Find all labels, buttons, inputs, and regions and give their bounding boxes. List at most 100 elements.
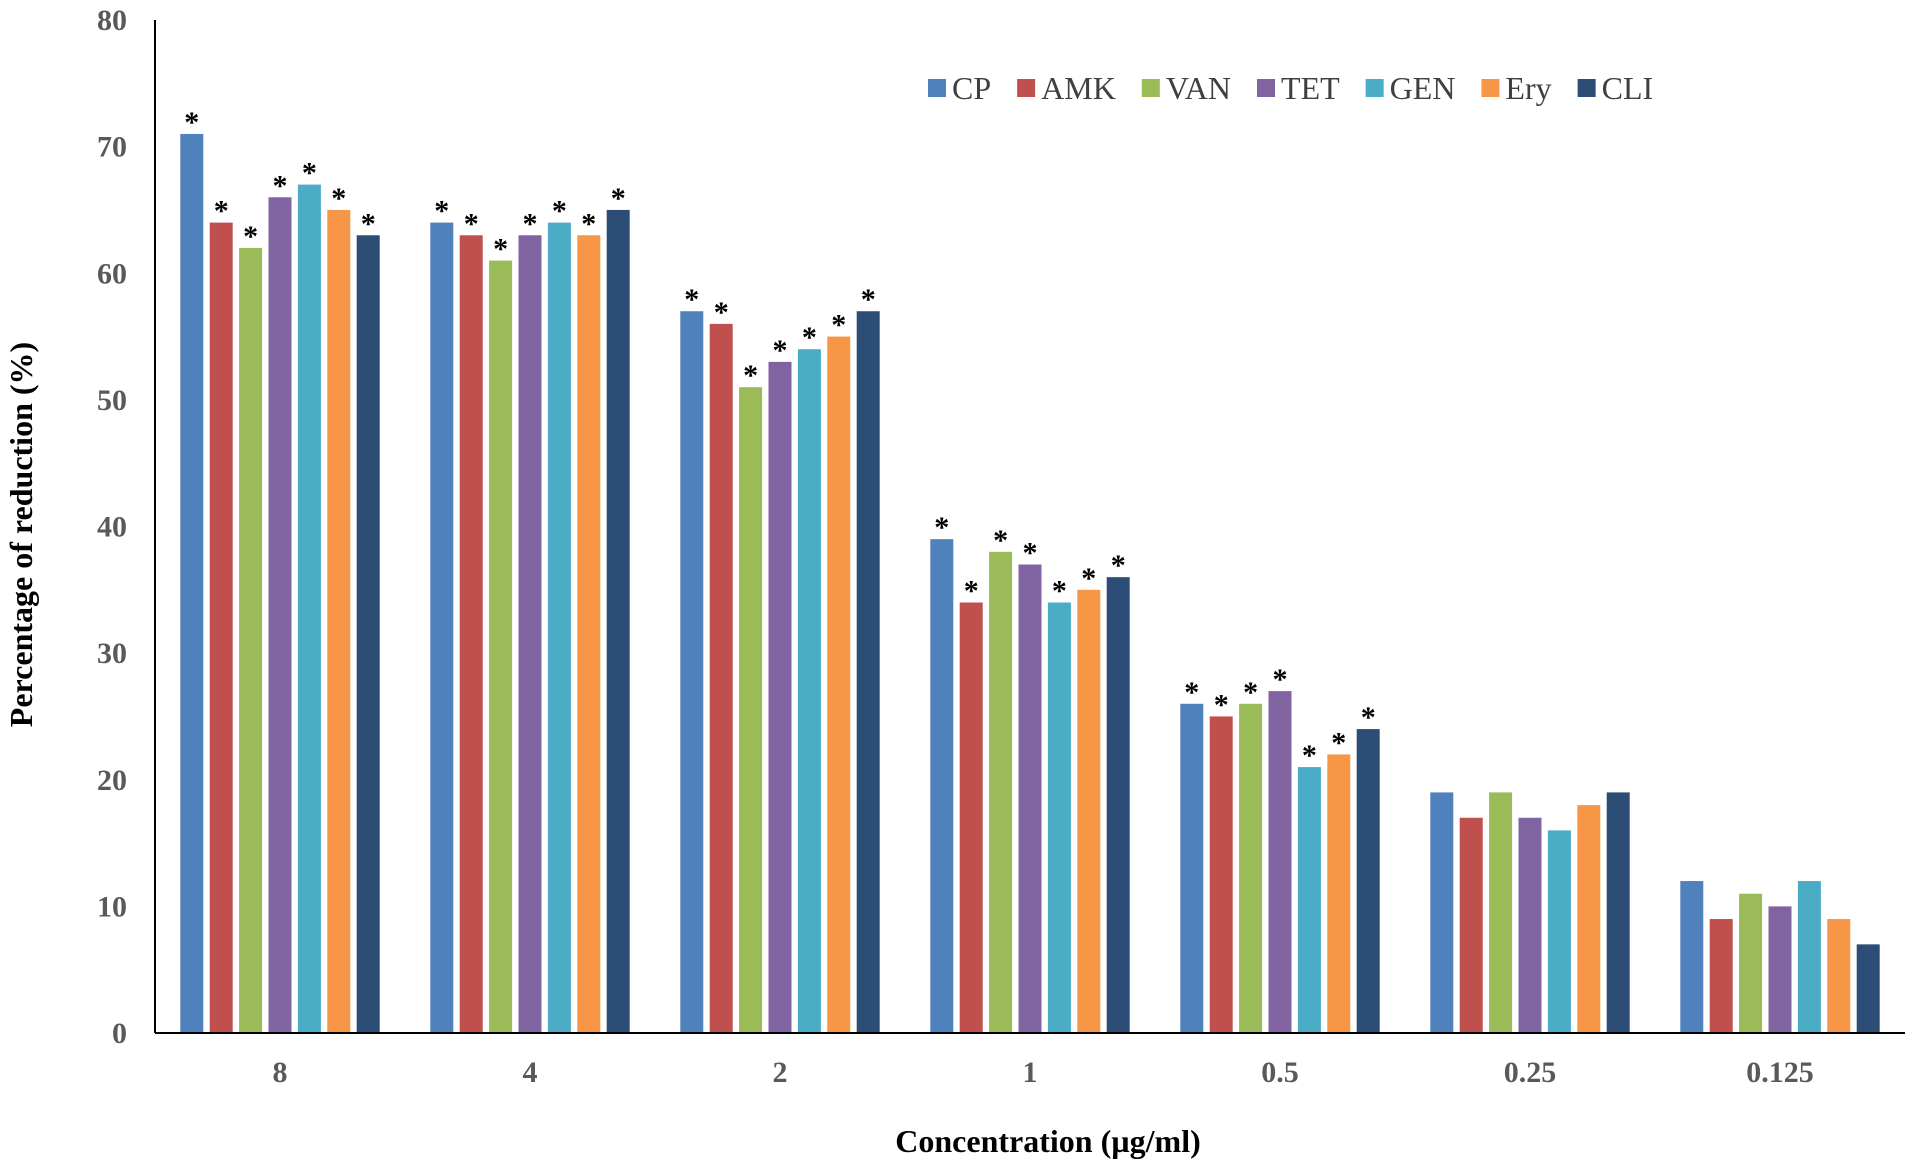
bar [459,235,483,1033]
y-tick-label: 0 [112,1017,127,1050]
x-axis-ticks: 8 4 2 1 0.5 0.25 0.125 [273,1056,1814,1089]
bar [209,222,233,1034]
y-axis-title: Percentage of reduction (%) [3,342,39,727]
significance-marker: * [1111,549,1126,582]
bar [1180,703,1204,1033]
y-tick-label: 30 [97,637,127,670]
significance-marker: * [434,195,449,228]
significance-marker: * [331,182,346,215]
legend-label: VAN [1166,70,1231,106]
bar [297,184,321,1034]
bar [1827,919,1851,1033]
significance-marker: * [552,195,567,228]
x-tick-label: 2 [773,1056,788,1089]
bar [1018,564,1042,1033]
significance-marker: * [1184,676,1199,709]
legend-swatch [928,79,946,97]
x-tick-label: 0.125 [1746,1056,1814,1089]
significance-marker: * [773,334,788,367]
significance-marker: * [464,207,479,240]
significance-marker: * [1243,676,1258,709]
bar [1577,805,1601,1033]
significance-marker: * [934,511,949,544]
significance-marker: * [361,207,376,240]
significance-marker: * [302,157,317,190]
bar [577,235,601,1033]
significance-marker: * [214,195,229,228]
legend: CP AMK VAN TET GEN Ery CLI [928,70,1653,106]
bar [239,247,263,1034]
significance-marker: * [1023,536,1038,569]
significance-marker: * [743,359,758,392]
bar [430,222,454,1034]
y-tick-label: 50 [97,384,127,417]
y-tick-label: 60 [97,257,127,290]
bar [1209,716,1233,1033]
bar [1430,792,1454,1033]
x-tick-label: 8 [273,1056,288,1089]
bar [989,551,1013,1033]
significance-marker: * [802,321,817,354]
significance-marker: * [1273,663,1288,696]
significance-marker: * [1081,562,1096,595]
bar [1077,589,1101,1033]
bar [768,361,792,1033]
significance-marker: * [581,207,596,240]
significance-marker: * [1214,688,1229,721]
bar [1768,906,1792,1033]
bar [356,235,380,1033]
bar [1327,754,1351,1033]
bar [797,349,821,1034]
significance-markers: * * * * * * * * * * * * * * * * * * * * * * * * * * * * * * * * * * * [184,106,1375,772]
significance-marker: * [1331,726,1346,759]
legend-swatch [1257,79,1276,97]
x-tick-label: 1 [1023,1056,1038,1089]
bar [1606,792,1630,1033]
bar [1547,830,1571,1033]
legend-swatch [1577,79,1596,97]
significance-marker: * [523,207,538,240]
bar [1856,944,1880,1033]
significance-marker: * [243,220,258,253]
x-tick-label: 0.25 [1504,1056,1557,1089]
significance-marker: * [611,182,626,215]
x-tick-label: 0.5 [1261,1056,1299,1089]
significance-marker: * [1052,574,1067,607]
legend-swatch [1017,79,1036,97]
bar [1459,817,1483,1033]
y-tick-label: 70 [97,131,127,164]
bar [268,197,292,1033]
x-tick-label: 4 [523,1056,538,1089]
bar [1680,881,1704,1033]
legend-label: GEN [1390,70,1456,106]
bar [1047,602,1071,1033]
bar [1297,767,1321,1033]
bar [606,209,630,1033]
bar [489,260,513,1033]
legend-label: AMK [1041,70,1116,106]
significance-marker: * [964,574,979,607]
bar [180,133,204,1033]
significance-marker: * [1302,739,1317,772]
legend-label: TET [1281,70,1340,106]
bar [959,602,983,1033]
legend-label: CLI [1602,70,1654,106]
significance-marker: * [861,283,876,316]
significance-marker: * [1361,701,1376,734]
bar [1106,577,1130,1033]
significance-marker: * [831,309,846,342]
bar [547,222,571,1034]
y-tick-label: 10 [97,890,127,923]
bar [709,323,733,1033]
significance-marker: * [184,106,199,139]
y-tick-label: 20 [97,764,127,797]
bar [518,235,542,1033]
bar [827,336,851,1033]
significance-marker: * [993,524,1008,557]
legend-swatch [1365,79,1384,97]
y-tick-label: 40 [97,511,127,544]
bar [1268,691,1292,1033]
x-axis-title: Concentration (µg/ml) [895,1123,1201,1159]
bar [930,539,954,1033]
